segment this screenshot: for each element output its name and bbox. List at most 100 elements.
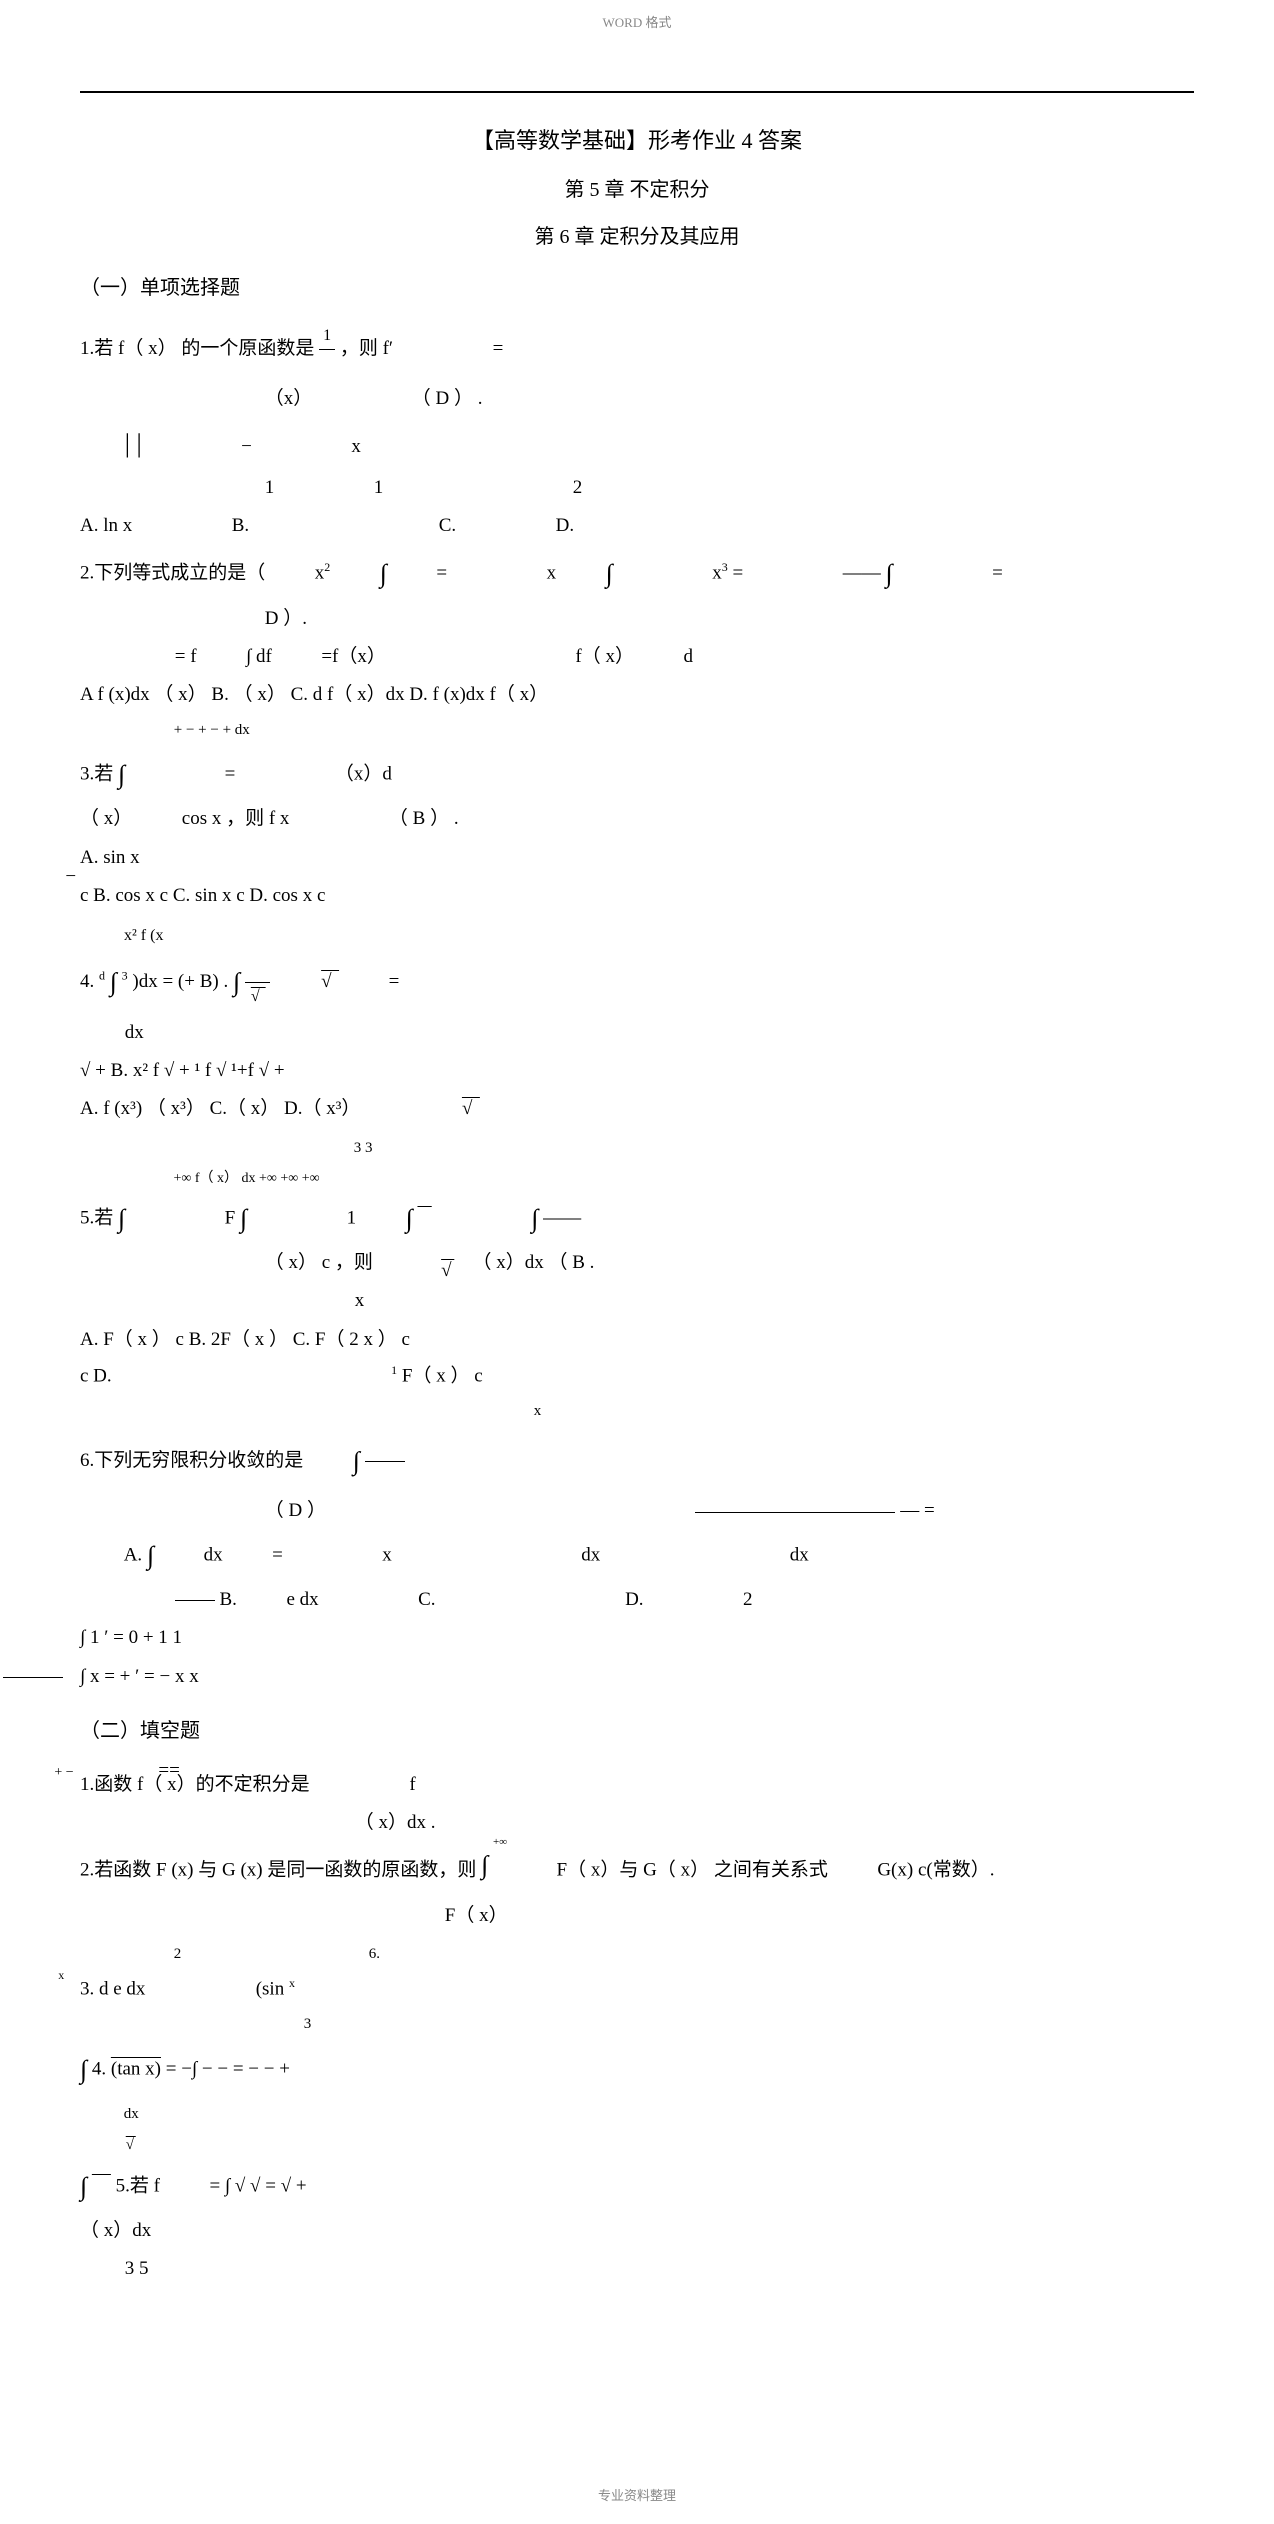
f3-three: 3 [304, 2016, 312, 2032]
top-rule [80, 91, 1194, 93]
q1-optD: D. [556, 515, 574, 536]
q5-x2: x [534, 1403, 542, 1419]
f3-stem: 3. d e dx [80, 1979, 145, 2000]
q1-optA: A. ln x [80, 515, 132, 536]
page-footer: 专业资料整理 [80, 2485, 1194, 2524]
q3-cosx: cos x ，则 f x [182, 808, 290, 829]
q4-int2: ∫ [233, 968, 240, 997]
q1-frac-den [319, 350, 335, 377]
q1-fraction: 1 [319, 322, 335, 377]
f1-stem: 1.函数 f（ x）的不定积分是 [80, 1774, 310, 1795]
question-5: 3 3 +∞ f（ x） dx +∞ +∞ +∞ 5.若 ∫ F ∫ 1 [80, 1136, 1194, 1425]
f2-int: ∫ [481, 1850, 488, 1879]
f5-stem: 5.若 f [116, 2175, 160, 2196]
q6-C: C. [418, 1589, 435, 1610]
q5-fxc: F（ x ） c [402, 1365, 483, 1386]
section-1-heading: （一）单项选择题 [80, 271, 1194, 300]
q2-int3: ∫ [885, 559, 892, 588]
q5-optline2: c D. [80, 1365, 112, 1386]
q3-optline: c B. cos x c C. sin x c D. cos x c [80, 885, 325, 906]
q6-x1: x [382, 1544, 392, 1565]
q6-B: B. [220, 1589, 237, 1610]
q2-d: d [683, 646, 693, 667]
q2-eqfx: =f（x） [321, 646, 386, 667]
q6-stem: 6.下列无穷限积分收敛的是 [80, 1450, 303, 1471]
question-6: 6.下列无穷限积分收敛的是 ∫ （ D ） — = A. ∫ dx [80, 1434, 1194, 1693]
q4-int: ∫ [110, 968, 117, 997]
f2-Fx: F（ x） [445, 1905, 508, 1926]
f5-predx: dx [124, 2106, 139, 2122]
f4-stem: 4. [92, 2058, 106, 2079]
q6-dx2: dx [581, 1544, 600, 1565]
q1-optB: B. [232, 515, 249, 536]
q2-int1: ∫ [380, 559, 387, 588]
q1-x: x [351, 436, 361, 457]
f1-ans: （ x）dx . [355, 1812, 436, 1833]
q1-one-a: 1 [265, 477, 275, 498]
fill-4: ∫ 4. (tan x) = −∫ − − = − − + [80, 2048, 1194, 2092]
q5-optline: A. F（ x ） c B. 2F（ x ） C. F（ 2 x ） c [80, 1329, 410, 1350]
f3-six: 6. [369, 1946, 380, 1962]
q4-dx: dx [125, 1022, 144, 1043]
q2-close: D ）. [265, 608, 307, 629]
q6-A: A. [124, 1544, 142, 1565]
q1-answer: （ D ） . [412, 388, 483, 409]
f2-inf: +∞ [493, 1836, 507, 1848]
q2-fx: f（ x） [575, 646, 634, 667]
q2-stem: 2.下列等式成立的是（ [80, 563, 265, 584]
q4-optline: A. f (x³) （ x³） C.（ x） D.（ x³） [80, 1098, 360, 1119]
q6-ans: （ D ） [265, 1500, 326, 1521]
q6-two: 2 [743, 1589, 753, 1610]
q2-xmid: x [547, 563, 557, 584]
q5-mid: （ x）dx （ B . [472, 1252, 594, 1273]
f1-dblbar: == [158, 1760, 179, 1781]
q2-eq1: = [436, 563, 447, 584]
q5-toprow: +∞ f（ x） dx +∞ +∞ +∞ [174, 1171, 320, 1186]
q2-eqf: = f [175, 646, 197, 667]
q2-bigbar: —— [843, 563, 881, 584]
q5-F: F [225, 1207, 236, 1228]
q5-overline [417, 1207, 431, 1228]
q4-supd: d [99, 969, 105, 983]
q6-dx3: dx [790, 1544, 809, 1565]
f4-int-pre: ∫ [80, 2055, 87, 2084]
q4-sqrt [319, 971, 339, 992]
q1-two: 2 [573, 477, 583, 498]
q2-p2: 2 [324, 561, 330, 575]
q4-eq: = [389, 971, 400, 992]
q4-rowtop: √ + B. x² f √ + ¹ f √ ¹+f √ + [80, 1055, 1194, 1087]
q5-int4: ∫ [531, 1204, 538, 1233]
q1-one-b: 1 [374, 477, 384, 498]
q6-row2: ∫ 1 ′ = 0 + 1 1 [80, 1622, 1194, 1654]
q6-row3: ∫ x = + ′ = − x x [80, 1666, 199, 1687]
f1-f: f [409, 1774, 415, 1795]
q2-x3: x [712, 563, 722, 584]
f5-sqrt [124, 2137, 136, 2153]
q6-dx1: dx [204, 1544, 223, 1565]
q4-sqrt-den [249, 988, 266, 1005]
q4-sqrt-right [460, 1098, 480, 1119]
q3-stem-c: （ x） [80, 808, 132, 829]
f5-close: （ x）dx [80, 2220, 151, 2241]
q1-eq: = [493, 338, 504, 359]
f2-mid: F（ x）与 G（ x） 之间有关系式 [557, 1860, 828, 1881]
q1-optC: C. [439, 515, 456, 536]
f4-eq: = −∫ − − = − − + [166, 2058, 290, 2079]
q6-eq1: = [272, 1544, 283, 1565]
section-2-heading: （二）填空题 [80, 1715, 1194, 1747]
q2-plusminus: + − + − + dx [174, 722, 250, 738]
f3-sup2: 2 [174, 1946, 182, 1962]
q6-dasheq: — = [900, 1500, 934, 1521]
q5-sup1: 1 [391, 1363, 397, 1377]
q5-int3: ∫ [406, 1204, 413, 1233]
q3-over2: − [65, 861, 76, 893]
q2-eq2: = [732, 563, 743, 584]
f3-supxx: x [289, 1976, 295, 1990]
q5-close: （ x） c ，则 [265, 1252, 373, 1273]
question-3: 3.若 ∫ = （x）d （ x） cos x ，则 f x （ B ） . A… [80, 753, 1194, 912]
q4-stem-a: 4. [80, 971, 94, 992]
q1-stem-a: 1.若 f（ x） 的一个原函数是 [80, 338, 314, 359]
q2-eq3: = [992, 563, 1003, 584]
f3-supx: x [58, 1968, 64, 1982]
q5-stem-a: 5.若 [80, 1207, 113, 1228]
